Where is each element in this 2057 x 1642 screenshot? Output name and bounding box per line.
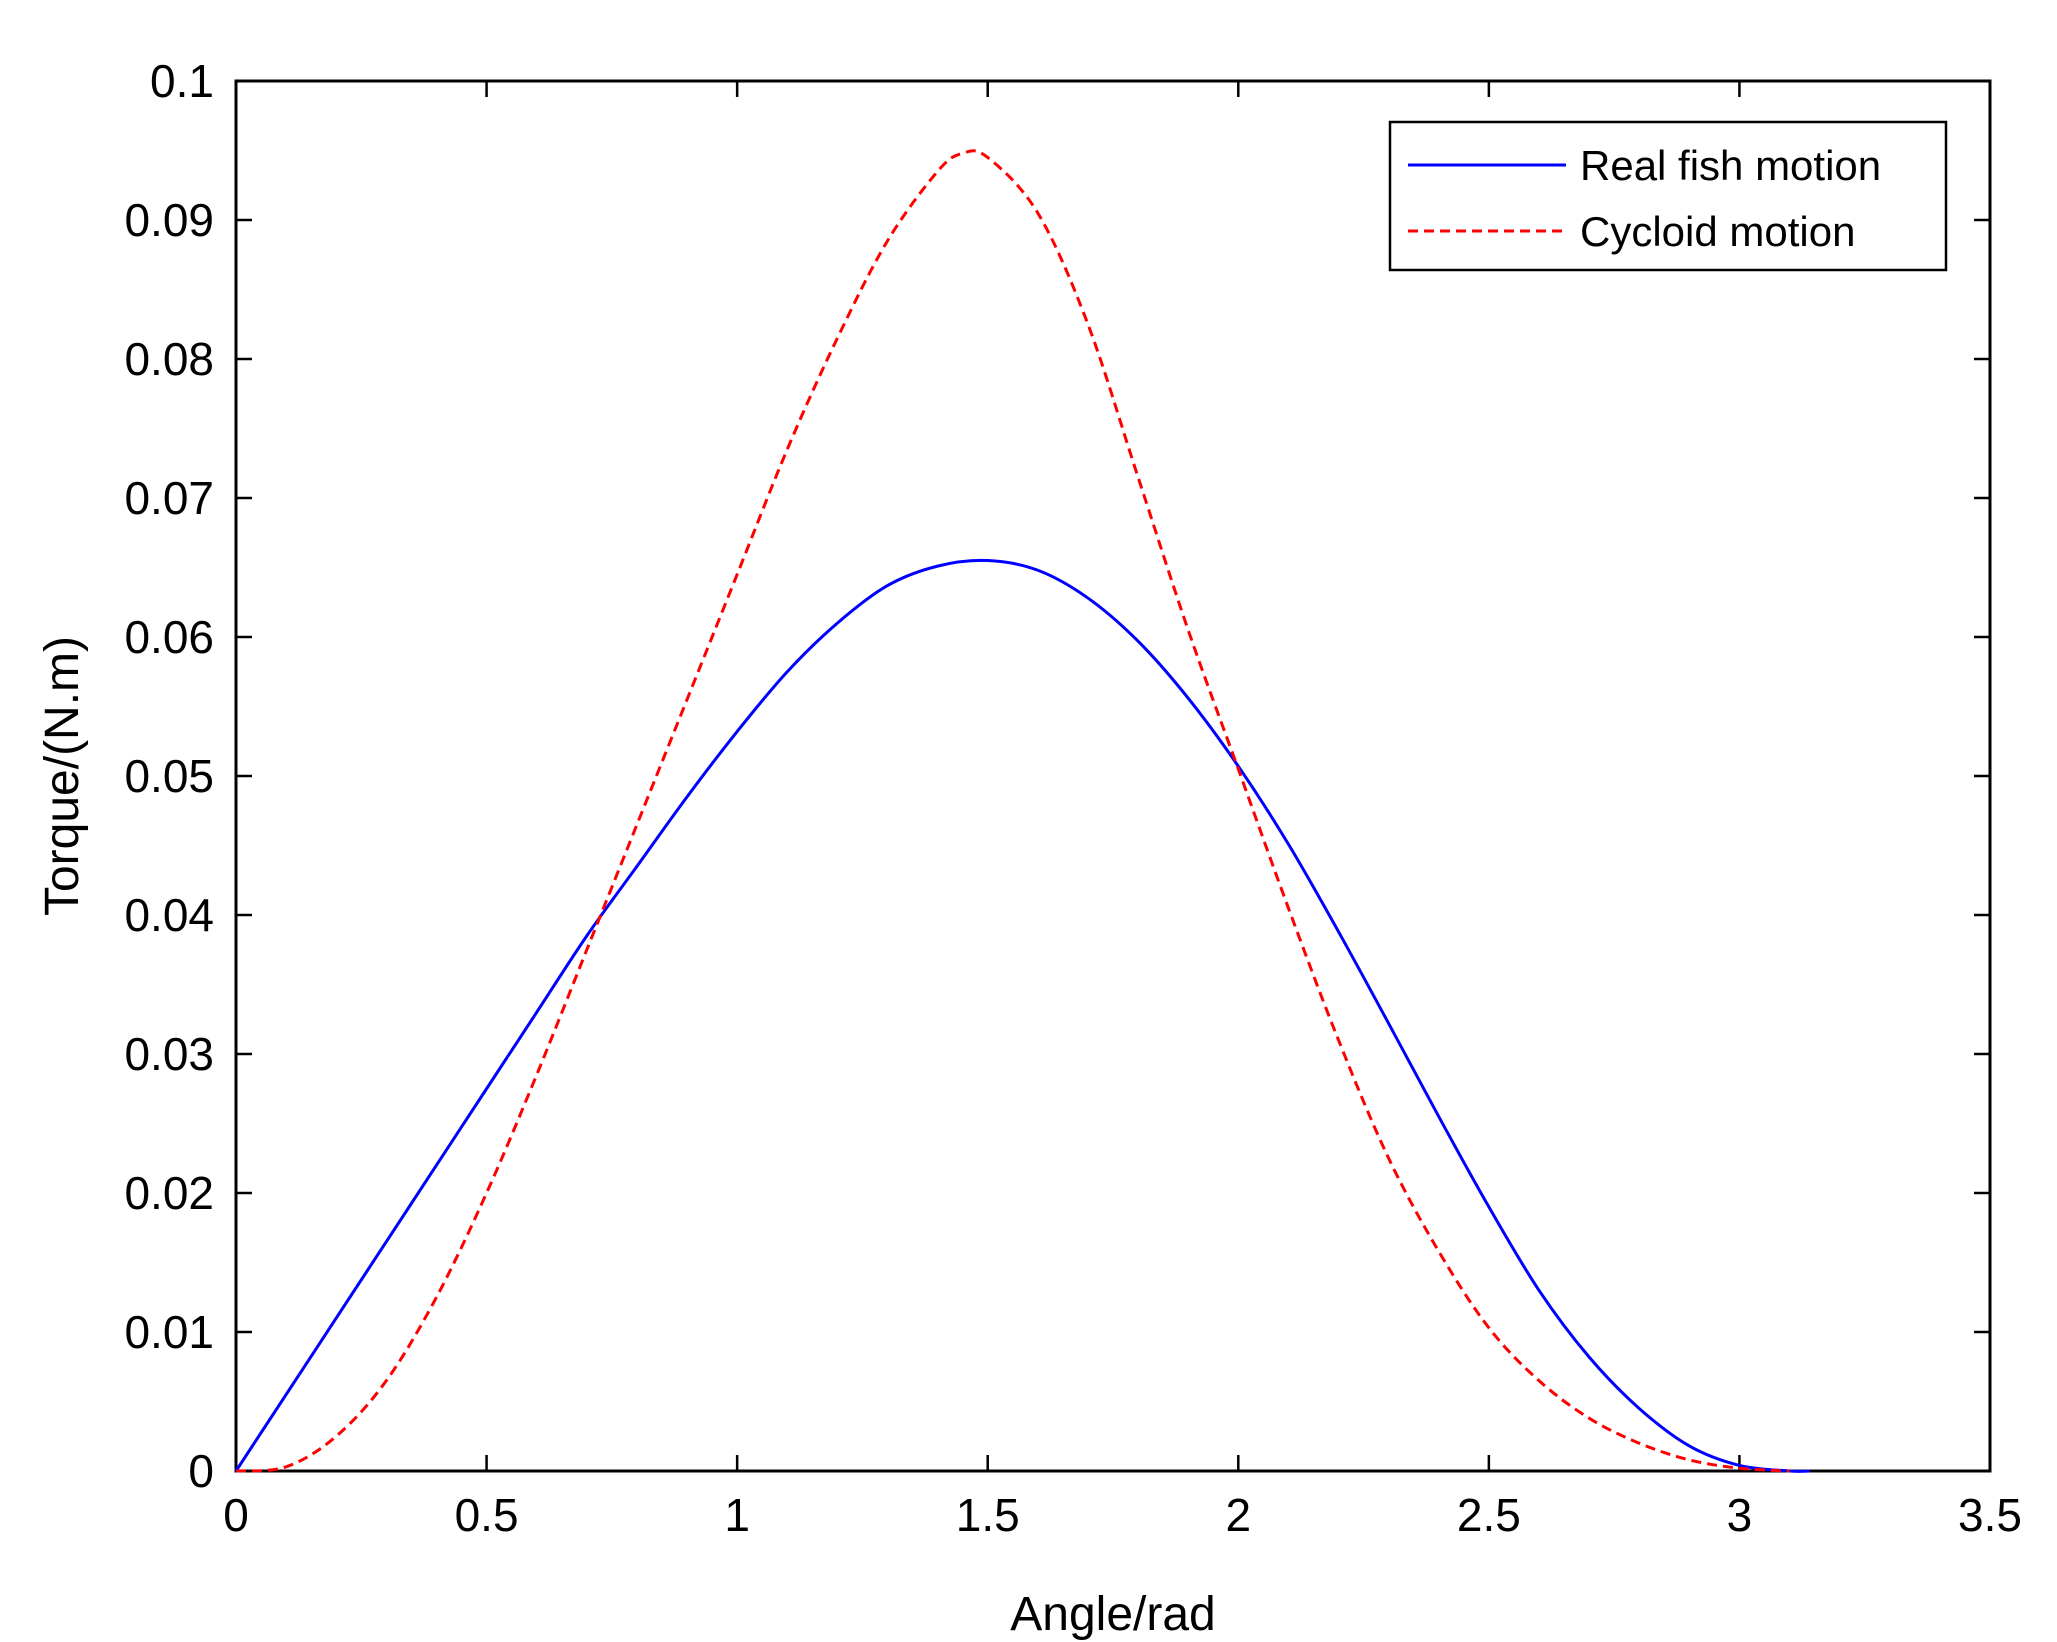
y-tick-label: 0.05: [124, 750, 214, 802]
series-line-real-fish-motion: [234, 558, 1810, 1473]
x-tick-label: 2: [1225, 1489, 1251, 1541]
x-tick-label: 1: [724, 1489, 750, 1541]
y-tick-label: 0.01: [124, 1306, 214, 1358]
y-axis-title: Torque/(N.m): [36, 636, 89, 916]
axis-ticks: [234, 79, 1992, 1473]
y-tick-label: 0.08: [124, 333, 214, 385]
y-tick-label: 0.1: [150, 55, 214, 107]
x-tick-label: 2.5: [1457, 1489, 1521, 1541]
x-tick-labels: 0 0.5 1 1.5 2 2.5 3 3.5: [223, 1489, 2022, 1541]
x-tick-label: 0.5: [455, 1489, 519, 1541]
y-tick-label: 0: [188, 1445, 214, 1497]
legend-label-cycloid-motion: Cycloid motion: [1580, 208, 1855, 255]
y-tick-label: 0.03: [124, 1028, 214, 1080]
legend-box: [1388, 120, 1948, 272]
y-tick-label: 0.07: [124, 472, 214, 524]
y-tick-label: 0.09: [124, 194, 214, 246]
x-tick-label: 3.5: [1958, 1489, 2022, 1541]
x-tick-label: 1.5: [956, 1489, 1020, 1541]
y-tick-label: 0.04: [124, 889, 214, 941]
y-tick-label: 0.06: [124, 611, 214, 663]
y-tick-label: 0.02: [124, 1167, 214, 1219]
x-tick-label: 0: [223, 1489, 249, 1541]
series-line-cycloid-motion: [235, 149, 1790, 1473]
x-tick-label: 3: [1727, 1489, 1753, 1541]
x-axis-title: Angle/rad: [1010, 1588, 1215, 1641]
series-layer: [234, 149, 1810, 1473]
y-tick-labels: 0 0.01 0.02 0.03 0.04 0.05 0.06 0.07 0.08 0.09 0.1: [124, 55, 214, 1497]
legend: Real fish motion Cycloid motion: [1388, 120, 1948, 272]
legend-label-real-fish-motion: Real fish motion: [1580, 142, 1881, 189]
